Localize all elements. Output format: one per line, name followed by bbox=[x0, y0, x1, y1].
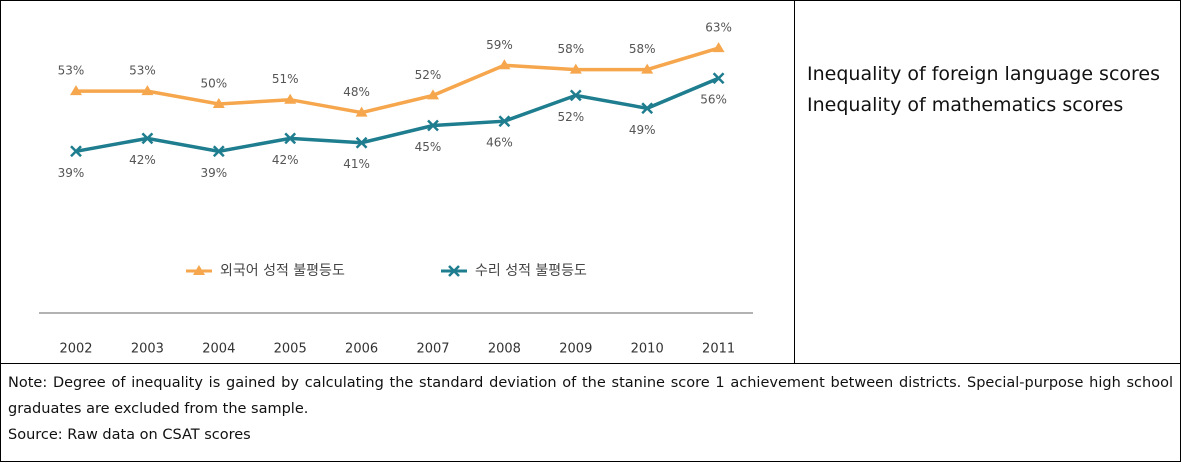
marker bbox=[641, 102, 654, 115]
marker bbox=[712, 42, 725, 53]
notes: Note: Degree of inequality is gained by … bbox=[1, 363, 1180, 474]
data-label: 52% bbox=[557, 110, 584, 124]
data-label: 48% bbox=[343, 85, 370, 99]
source: Source: Raw data on CSAT scores bbox=[8, 427, 251, 443]
marker bbox=[284, 93, 297, 104]
marker bbox=[70, 85, 82, 96]
marker bbox=[427, 119, 439, 132]
x-tick-label: 2003 bbox=[131, 342, 164, 357]
marker bbox=[284, 132, 297, 145]
data-label: 53% bbox=[58, 64, 85, 78]
chart: 2002 2003 2004 2005 2006 2007 2008 2009 2010 2011… bbox=[39, 21, 753, 357]
marker bbox=[498, 115, 511, 128]
x-tick-label: 2005 bbox=[274, 342, 307, 357]
data-label: 39% bbox=[200, 166, 227, 180]
data-label: 50% bbox=[200, 77, 227, 91]
data-label: 63% bbox=[705, 21, 732, 35]
marker bbox=[212, 145, 225, 158]
data-label: 45% bbox=[415, 140, 442, 154]
marker bbox=[70, 145, 82, 158]
marker bbox=[448, 265, 460, 277]
marker bbox=[141, 132, 154, 145]
marker bbox=[641, 63, 654, 74]
marker bbox=[498, 59, 511, 70]
data-label: 59% bbox=[486, 38, 513, 52]
data-label: 52% bbox=[415, 68, 442, 82]
marker bbox=[355, 106, 368, 117]
legend-label: 외국어 성적 불평등도 bbox=[220, 263, 345, 279]
data-label: 46% bbox=[486, 136, 513, 150]
data-label: 41% bbox=[343, 157, 370, 171]
x-tick-label: 2008 bbox=[488, 342, 521, 357]
data-label: 56% bbox=[700, 93, 727, 107]
data-label: 49% bbox=[629, 123, 656, 137]
table: 2002 2003 2004 2005 2006 2007 2008 2009 2010 2011… bbox=[0, 0, 1181, 462]
x-tick-label: 2004 bbox=[202, 342, 235, 357]
data-label: 58% bbox=[629, 42, 656, 56]
x-tick-label: 2006 bbox=[345, 342, 378, 357]
note: Note: Degree of inequality is gained by … bbox=[8, 375, 1173, 417]
line bbox=[75, 76, 720, 154]
marker bbox=[193, 265, 205, 275]
x-tick-label: 2007 bbox=[416, 342, 449, 357]
translation: Inequality of mathematics scores bbox=[807, 94, 1124, 116]
marker bbox=[569, 63, 582, 74]
x-tick-label: 2009 bbox=[559, 342, 592, 357]
marker bbox=[355, 136, 368, 149]
legend-label: 수리 성적 불평등도 bbox=[475, 263, 587, 279]
data-label: 51% bbox=[272, 72, 299, 86]
line bbox=[76, 46, 720, 115]
x-tick-label: 2011 bbox=[702, 342, 735, 357]
x-tick-label: 2010 bbox=[631, 342, 664, 357]
marker bbox=[141, 85, 154, 96]
data-label: 39% bbox=[58, 166, 85, 180]
data-label: 42% bbox=[272, 153, 299, 167]
marker bbox=[712, 72, 725, 85]
marker bbox=[427, 89, 439, 100]
data-label: 58% bbox=[557, 42, 584, 56]
marker bbox=[569, 89, 582, 102]
data-label: 53% bbox=[129, 64, 156, 78]
translation: Inequality of foreign language scores bbox=[807, 63, 1160, 85]
chart-cell: 2002 2003 2004 2005 2006 2007 2008 2009 2010 2011… bbox=[1, 1, 795, 363]
marker bbox=[212, 98, 225, 108]
x-tick-label: 2002 bbox=[59, 342, 92, 357]
translation-cell: Inequality of foreign language scores In… bbox=[795, 1, 1180, 421]
data-label: 42% bbox=[129, 153, 156, 167]
